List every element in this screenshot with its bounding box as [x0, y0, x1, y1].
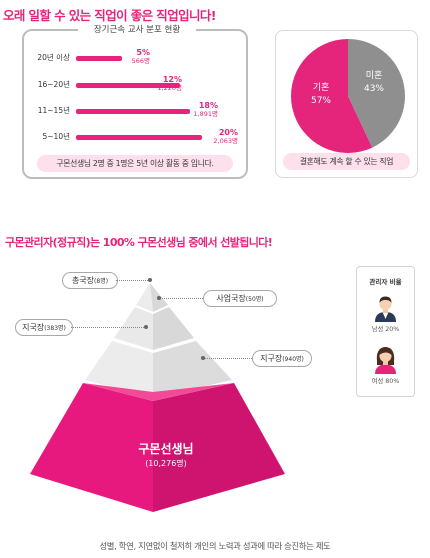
role-tag-branch: 지국장(383명) — [15, 319, 73, 336]
tenure-summary: 구몬선생님 2명 중 1명은 5년 이상 활동 중 입니다. — [37, 155, 233, 172]
leader-line — [204, 358, 252, 359]
tenure-row-label: 16~20년 — [37, 80, 70, 89]
pie-label-married: 기혼 57% — [310, 83, 331, 106]
marriage-caption: 결혼해도 계속 할 수 있는 직업 — [283, 153, 410, 170]
female-avatar-icon — [375, 347, 396, 374]
pyramid-base-top — [83, 383, 234, 401]
footer-note: 성별, 학연, 지연없이 철저히 개인의 노력과 성과에 따라 승진하는 제도 — [99, 541, 331, 551]
pie-slice-married — [291, 39, 373, 153]
leader-line — [71, 327, 144, 328]
base-role-count: (10,276명) — [145, 459, 187, 468]
female-ratio-caption: 여성 80% — [371, 378, 400, 385]
marriage-pie-chart — [291, 39, 405, 153]
role-tag-district: 지구장(940명) — [252, 350, 312, 367]
leader-dot — [148, 278, 152, 282]
tenure-count: 1,891명 — [193, 110, 218, 118]
pyramid-base-front — [30, 383, 153, 512]
tenure-percent: 18% — [198, 101, 218, 110]
tenure-bar — [76, 83, 180, 88]
leader-dot — [201, 356, 205, 360]
pyramid-tier-3-left — [85, 341, 153, 398]
pyramid-tier-3-right — [153, 341, 232, 398]
tenure-bar — [76, 135, 202, 140]
tenure-count: 1,220명 — [157, 84, 182, 92]
tenure-row-label: 20년 이상 — [37, 53, 70, 62]
headline-promotion: 구몬관리자(정규직)는 100% 구몬선생님 중에서 선발됩니다! — [5, 236, 273, 249]
leader-dot — [157, 296, 161, 300]
manager-ratio-panel — [356, 266, 415, 397]
manager-ratio-title: 관리자 비율 — [369, 278, 402, 286]
pie-label-single: 미혼 43% — [363, 71, 384, 94]
pyramid-tier-2-right — [153, 307, 194, 350]
pyramid-tier-2-left — [114, 307, 153, 350]
pyramid-base-side — [153, 383, 285, 512]
headline-tenure: 오래 일할 수 있는 직업이 좋은 직업입니다! — [3, 8, 217, 23]
pie-slice-single — [348, 39, 405, 148]
tenure-card-title: 장기근속 교사 분포 현황 — [78, 23, 196, 35]
tenure-bar — [76, 109, 190, 114]
leader-line — [116, 280, 148, 281]
tenure-count: 566명 — [131, 57, 150, 65]
role-tag-biz: 사업국장(50명) — [203, 290, 277, 307]
base-role-name: 구몬선생님 — [138, 442, 194, 456]
leader-line — [160, 298, 203, 299]
tenure-row-label: 11~15년 — [37, 106, 70, 115]
male-ratio-caption: 남성 20% — [371, 326, 400, 333]
tenure-row-label: 5~10년 — [42, 132, 71, 141]
pyramid-base-label: 구몬선생님 (10,276명) — [118, 440, 214, 469]
leader-dot — [144, 325, 148, 329]
tenure-percent: 20% — [218, 128, 238, 137]
tenure-percent: 5% — [136, 48, 150, 57]
tenure-bar — [76, 56, 122, 61]
tenure-count: 2,063명 — [213, 137, 238, 145]
pyramid-tier-top-left — [136, 283, 153, 312]
male-avatar-icon — [375, 296, 396, 322]
role-tag-ceo: 총국장(8명) — [62, 272, 118, 289]
tenure-percent: 12% — [162, 75, 182, 84]
tenure-card — [22, 29, 248, 179]
